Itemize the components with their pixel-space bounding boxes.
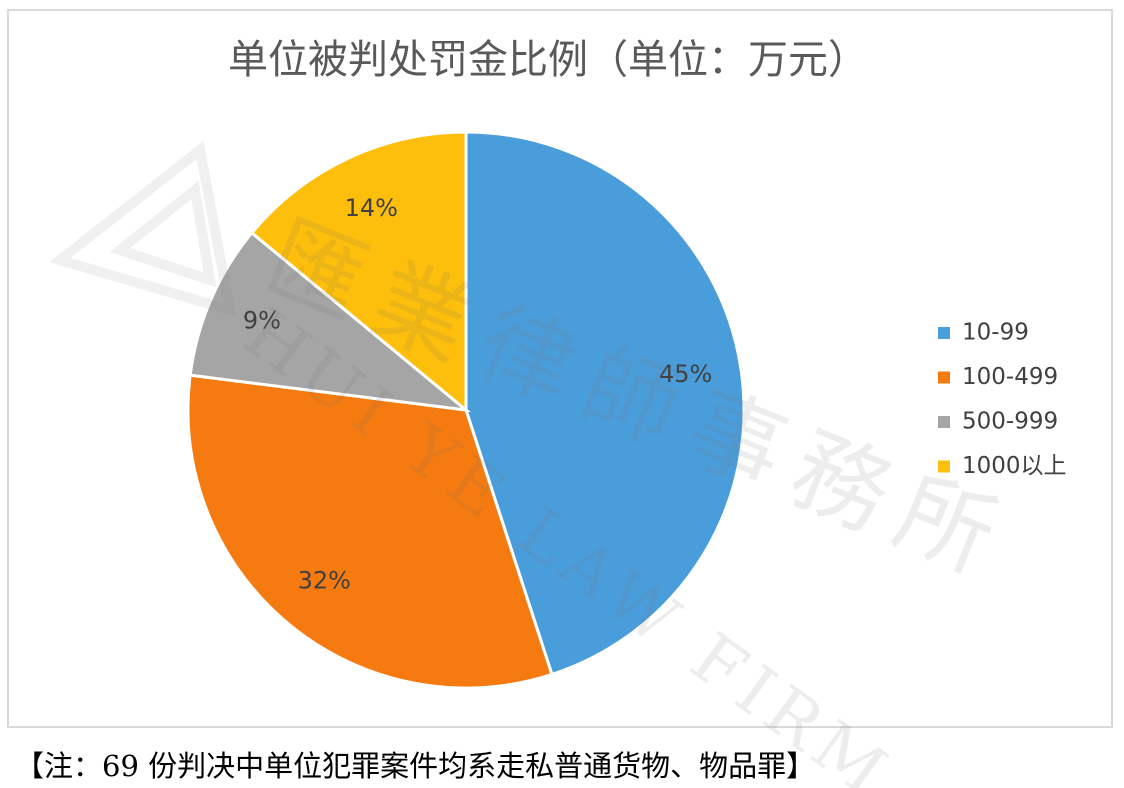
legend-label: 10-99 [962, 320, 1029, 346]
data-label: 32% [298, 566, 351, 594]
data-label: 45% [659, 360, 712, 388]
pie-slice [464, 130, 746, 677]
pie-slice [249, 130, 468, 414]
chart-title: 单位被判处罚金比例（单位：万元） [228, 37, 868, 83]
legend-swatch [938, 371, 950, 384]
legend-swatch [938, 327, 950, 339]
legend-swatch [938, 460, 950, 473]
pie-slice [186, 373, 554, 690]
data-label: 9% [243, 307, 281, 335]
legend-label: 500-999 [962, 409, 1058, 435]
pie-slice [188, 230, 471, 413]
legend-swatch [938, 416, 950, 428]
footnote: 【注：69 份判决中单位犯罪案件均系走私普通货物、物品罪】 [15, 749, 815, 783]
data-label: 14% [345, 194, 398, 222]
legend-label: 1000以上 [962, 453, 1067, 479]
legend-label: 100-499 [962, 364, 1058, 390]
